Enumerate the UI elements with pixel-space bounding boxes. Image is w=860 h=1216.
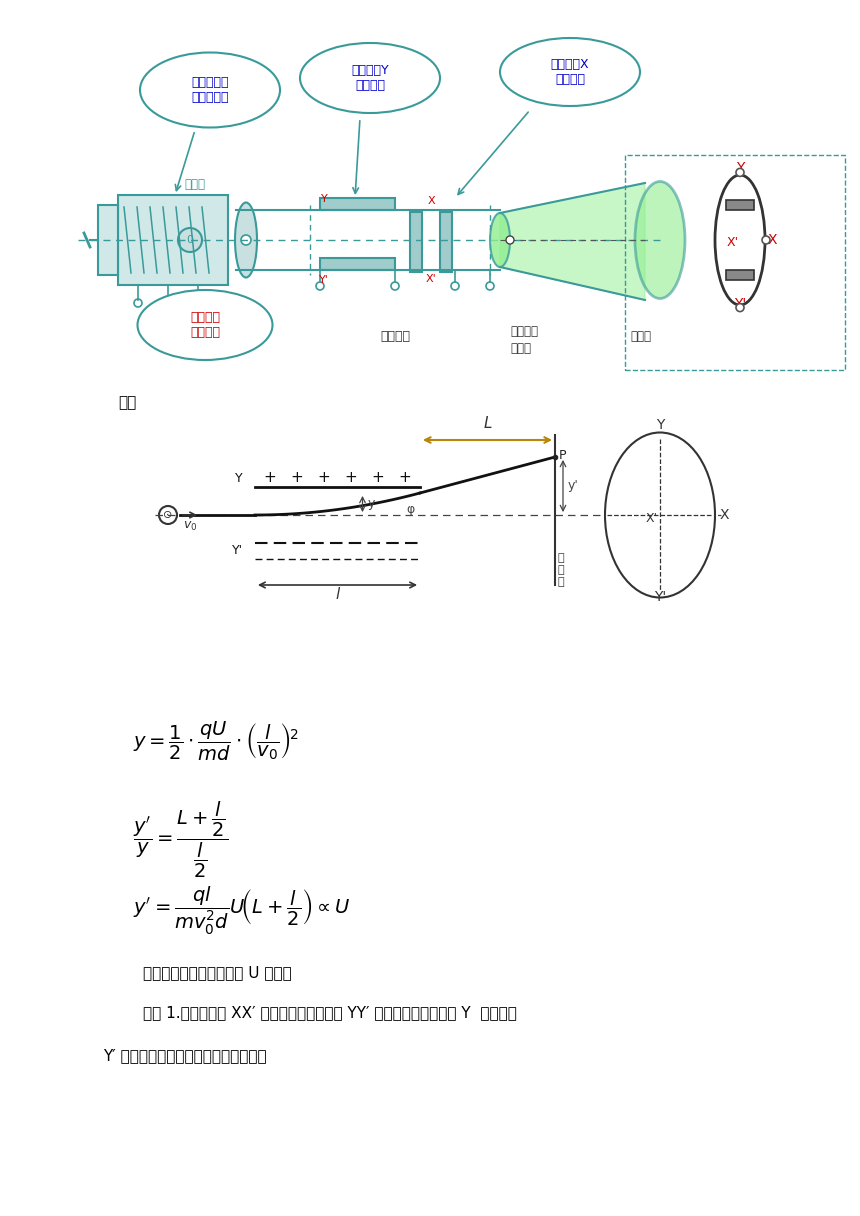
Circle shape bbox=[762, 236, 770, 244]
Text: +: + bbox=[291, 471, 304, 485]
Text: 使电子沿X
方向偏移: 使电子沿X 方向偏移 bbox=[550, 58, 589, 86]
Circle shape bbox=[164, 299, 172, 306]
Text: Y: Y bbox=[736, 162, 744, 175]
Text: φ: φ bbox=[406, 503, 415, 516]
Circle shape bbox=[736, 304, 744, 311]
Text: Y′ 高，电子将打在荧光屏的什么位置？: Y′ 高，电子将打在荧光屏的什么位置？ bbox=[103, 1048, 267, 1063]
Ellipse shape bbox=[500, 38, 640, 106]
Ellipse shape bbox=[138, 289, 273, 360]
Circle shape bbox=[451, 282, 459, 289]
Text: L: L bbox=[483, 416, 492, 430]
Polygon shape bbox=[500, 182, 645, 300]
Text: l: l bbox=[335, 587, 340, 602]
Ellipse shape bbox=[605, 433, 715, 597]
Circle shape bbox=[194, 299, 202, 306]
Ellipse shape bbox=[300, 43, 440, 113]
Text: Y: Y bbox=[656, 418, 664, 432]
Text: 产生高速飞
行的电子束: 产生高速飞 行的电子束 bbox=[191, 75, 229, 105]
FancyBboxPatch shape bbox=[320, 198, 395, 210]
Text: 0: 0 bbox=[187, 235, 194, 244]
Text: Y: Y bbox=[321, 195, 328, 204]
Ellipse shape bbox=[140, 52, 280, 128]
Ellipse shape bbox=[235, 203, 257, 277]
Text: X': X' bbox=[727, 236, 739, 249]
Text: X': X' bbox=[426, 274, 436, 285]
Text: 思考 1.如果在电极 XX′ 之间不加电压，而在 YY′ 之间加不变电压，使 Y  的电势比: 思考 1.如果在电极 XX′ 之间不加电压，而在 YY′ 之间加不变电压，使 Y… bbox=[143, 1004, 517, 1020]
Text: 荧
光
屏: 荧 光 屏 bbox=[558, 553, 565, 586]
Text: $v_0$: $v_0$ bbox=[183, 520, 197, 533]
Text: Y': Y' bbox=[319, 275, 329, 285]
Text: X: X bbox=[427, 196, 435, 206]
Text: y': y' bbox=[568, 479, 579, 492]
Text: Y': Y' bbox=[654, 590, 666, 604]
Ellipse shape bbox=[635, 181, 685, 298]
Text: P: P bbox=[559, 449, 567, 462]
Text: 偏转电极: 偏转电极 bbox=[380, 330, 410, 343]
Text: X': X' bbox=[646, 512, 658, 524]
Circle shape bbox=[391, 282, 399, 289]
Text: 锯齿形扫: 锯齿形扫 bbox=[510, 325, 538, 338]
Circle shape bbox=[241, 235, 251, 244]
Text: ⊙: ⊙ bbox=[163, 510, 173, 520]
FancyBboxPatch shape bbox=[726, 199, 754, 210]
Text: y: y bbox=[367, 497, 375, 511]
Text: Y: Y bbox=[236, 473, 243, 485]
Circle shape bbox=[486, 282, 494, 289]
FancyBboxPatch shape bbox=[726, 270, 754, 280]
Text: 荧光屏: 荧光屏 bbox=[630, 330, 651, 343]
Text: $y = \dfrac{1}{2} \cdot \dfrac{qU}{md} \cdot \left(\dfrac{l}{v_0}\right)^{\!2}$: $y = \dfrac{1}{2} \cdot \dfrac{qU}{md} \… bbox=[133, 720, 298, 764]
Circle shape bbox=[506, 236, 514, 244]
FancyBboxPatch shape bbox=[410, 212, 422, 272]
FancyBboxPatch shape bbox=[320, 258, 395, 270]
Text: Y': Y' bbox=[232, 545, 243, 557]
Text: 电子枪: 电子枪 bbox=[185, 178, 206, 191]
Circle shape bbox=[178, 229, 202, 252]
Ellipse shape bbox=[490, 213, 510, 268]
Text: +: + bbox=[372, 471, 384, 485]
Text: 原理: 原理 bbox=[118, 395, 136, 410]
FancyBboxPatch shape bbox=[440, 212, 452, 272]
FancyBboxPatch shape bbox=[118, 195, 228, 285]
FancyBboxPatch shape bbox=[98, 206, 118, 275]
Text: 描电压: 描电压 bbox=[510, 342, 531, 355]
Text: 待显示的
电压信号: 待显示的 电压信号 bbox=[190, 311, 220, 339]
Text: +: + bbox=[345, 471, 358, 485]
Circle shape bbox=[736, 168, 744, 176]
Text: $\dfrac{y^{\prime}}{y} = \dfrac{L + \dfrac{l}{2}}{\dfrac{l}{2}}$: $\dfrac{y^{\prime}}{y} = \dfrac{L + \dfr… bbox=[133, 800, 228, 880]
Text: X: X bbox=[720, 508, 729, 522]
Text: +: + bbox=[317, 471, 330, 485]
Text: 偏移量与偏转电极的电压 U 成正比: 偏移量与偏转电极的电压 U 成正比 bbox=[143, 966, 292, 980]
Circle shape bbox=[316, 282, 324, 289]
Text: 使电子沿Y
方向偏移: 使电子沿Y 方向偏移 bbox=[351, 64, 389, 92]
Circle shape bbox=[159, 506, 177, 524]
Text: +: + bbox=[264, 471, 276, 485]
Text: +: + bbox=[399, 471, 411, 485]
Text: X: X bbox=[767, 233, 777, 247]
Text: $y^{\prime} = \dfrac{ql}{mv_0^2 d} U\!\left(L + \dfrac{l}{2}\right) \propto U$: $y^{\prime} = \dfrac{ql}{mv_0^2 d} U\!\l… bbox=[133, 885, 351, 938]
Circle shape bbox=[134, 299, 142, 306]
Text: Y': Y' bbox=[734, 297, 746, 310]
Ellipse shape bbox=[715, 175, 765, 305]
